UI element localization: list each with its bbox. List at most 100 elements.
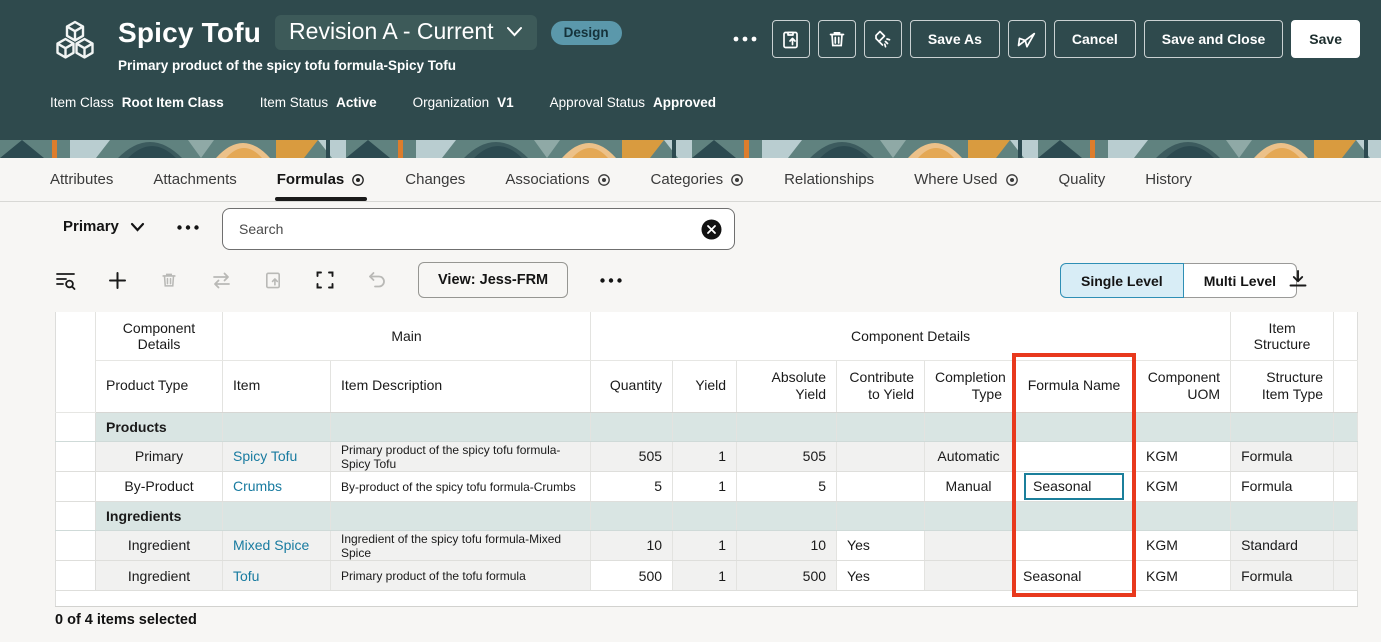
tab-where-used[interactable]: Where Used [914, 171, 1018, 201]
cell-formula-name[interactable] [1012, 530, 1137, 562]
row-select-cell[interactable] [55, 530, 96, 562]
save-button[interactable]: Save [1291, 20, 1360, 58]
undo-icon [367, 271, 387, 289]
column-header-completion-type[interactable]: Completion Type [924, 360, 1014, 413]
maximize-table-button[interactable] [308, 263, 342, 297]
cell-contribute-to-yield [836, 441, 926, 472]
group-header-item-structure: Item Structure [1230, 312, 1335, 361]
single-level-toggle[interactable]: Single Level [1060, 263, 1184, 298]
group-row-cell [1012, 501, 1137, 531]
tab-associations[interactable]: Associations [505, 171, 610, 201]
move-to-clipboard-button[interactable] [256, 263, 290, 297]
view-selector-button[interactable]: View: Jess-FRM [418, 262, 569, 298]
column-header-item[interactable]: Item [222, 360, 331, 413]
query-by-example-button[interactable] [48, 263, 82, 297]
save-as-button[interactable]: Save As [909, 20, 1000, 58]
revision-selector[interactable]: Revision A - Current [275, 15, 537, 50]
column-header-structure-item-type[interactable]: Structure Item Type [1230, 360, 1335, 413]
tab-attributes[interactable]: Attributes [50, 171, 114, 188]
meta-label: Item Status [259, 95, 329, 110]
undo-button[interactable] [360, 263, 394, 297]
row-select-cell[interactable] [55, 501, 96, 531]
chevron-down-icon [130, 222, 145, 232]
toolbar-overflow-menu[interactable] [594, 263, 628, 297]
clear-search-icon[interactable] [701, 219, 722, 240]
cell-component-uom: KGM [1135, 530, 1232, 562]
save-and-close-button[interactable]: Save and Close [1143, 20, 1284, 58]
row-select-cell[interactable] [55, 412, 96, 442]
item-link[interactable]: Spicy Tofu [233, 448, 298, 465]
column-header-formula-name[interactable]: Formula Name [1012, 360, 1137, 413]
item-link[interactable]: Tofu [233, 567, 260, 584]
tab-relationships[interactable]: Relationships [784, 171, 875, 188]
column-header-absolute-yield[interactable]: Absolute Yield [736, 360, 838, 413]
delete-item-button[interactable] [817, 20, 856, 58]
copy-to-clipboard-button[interactable] [771, 20, 810, 58]
tab-attachments[interactable]: Attachments [153, 171, 237, 188]
table-tail-row [55, 590, 1358, 608]
group-row-cell [222, 412, 331, 442]
item-link[interactable]: Crumbs [233, 478, 283, 495]
item-tabs: Attributes Attachments Formulas Changes … [0, 158, 1381, 202]
row-select-cell[interactable] [55, 471, 96, 502]
cell-item[interactable]: Mixed Spice [222, 530, 331, 562]
cell-formula-name[interactable]: Seasonal [1012, 560, 1137, 592]
cell-formula-name[interactable] [1012, 441, 1137, 472]
tab-quality[interactable]: Quality [1058, 171, 1106, 188]
cell-structure-item-type: Standard [1230, 530, 1335, 562]
tab-changes[interactable]: Changes [405, 171, 466, 188]
search-input[interactable] [239, 221, 701, 237]
selection-summary: 0 of 4 items selected [55, 612, 197, 628]
clipboard-up-icon [263, 270, 283, 290]
share-button[interactable] [1007, 20, 1046, 58]
meta-label: Organization [412, 95, 490, 110]
formula-scope-select[interactable]: Primary [63, 218, 145, 235]
item-description-subtitle: Primary product of the spicy tofu formul… [118, 58, 457, 73]
multi-level-toggle[interactable]: Multi Level [1183, 263, 1298, 298]
group-row-cell [672, 501, 738, 531]
cell-formula-name[interactable]: Seasonal [1012, 471, 1137, 502]
header-overflow-menu[interactable] [732, 35, 758, 43]
add-row-button[interactable] [100, 263, 134, 297]
column-header-component-uom[interactable]: Component UOM [1135, 360, 1232, 413]
group-header-main: Main [222, 312, 592, 361]
tab-formulas[interactable]: Formulas [274, 171, 367, 201]
column-header-product-type[interactable]: Product Type [95, 360, 223, 413]
cell-item[interactable]: Crumbs [222, 471, 331, 502]
item-link[interactable]: Mixed Spice [233, 537, 310, 554]
group-row-cell [1135, 412, 1232, 442]
column-header-contribute-to-yield[interactable]: Contribute to Yield [836, 360, 926, 413]
download-button[interactable] [1287, 268, 1309, 290]
table-toolbar: View: Jess-FRM Single Level Multi Level [0, 260, 1381, 304]
group-row-cell [672, 412, 738, 442]
cell-absolute-yield: 505 [736, 441, 838, 472]
formula-components-table: Component Details Main Component Details… [55, 312, 1359, 608]
cancel-button[interactable]: Cancel [1053, 20, 1136, 58]
row-select-cell[interactable] [55, 441, 96, 472]
maximize-icon [315, 270, 335, 290]
replace-component-button[interactable] [204, 263, 238, 297]
group-row-cell [924, 501, 1014, 531]
torch-button[interactable] [863, 20, 902, 58]
filter-overflow-menu[interactable] [176, 224, 200, 231]
revision-label: Revision A - Current [289, 18, 494, 44]
delete-row-button[interactable] [152, 263, 186, 297]
column-header-item-description[interactable]: Item Description [330, 360, 592, 413]
meta-label: Approval Status [549, 95, 645, 110]
download-icon [1287, 268, 1309, 290]
formula-name-input[interactable]: Seasonal [1024, 472, 1125, 500]
cell-item[interactable]: Tofu [222, 560, 331, 592]
row-select-cell[interactable] [55, 560, 96, 592]
cell-item[interactable]: Spicy Tofu [222, 441, 331, 472]
send-icon [1016, 29, 1037, 50]
trash-icon [160, 271, 178, 289]
group-row-cell [222, 501, 331, 531]
column-header-quantity[interactable]: Quantity [590, 360, 674, 413]
cell-yield: 1 [672, 441, 738, 472]
group-row: Products [55, 412, 1359, 442]
tab-categories[interactable]: Categories [651, 171, 745, 201]
column-header-yield[interactable]: Yield [672, 360, 738, 413]
tab-history[interactable]: History [1145, 171, 1192, 188]
select-column-header [55, 312, 96, 413]
group-row-label: Ingredients [95, 501, 223, 531]
